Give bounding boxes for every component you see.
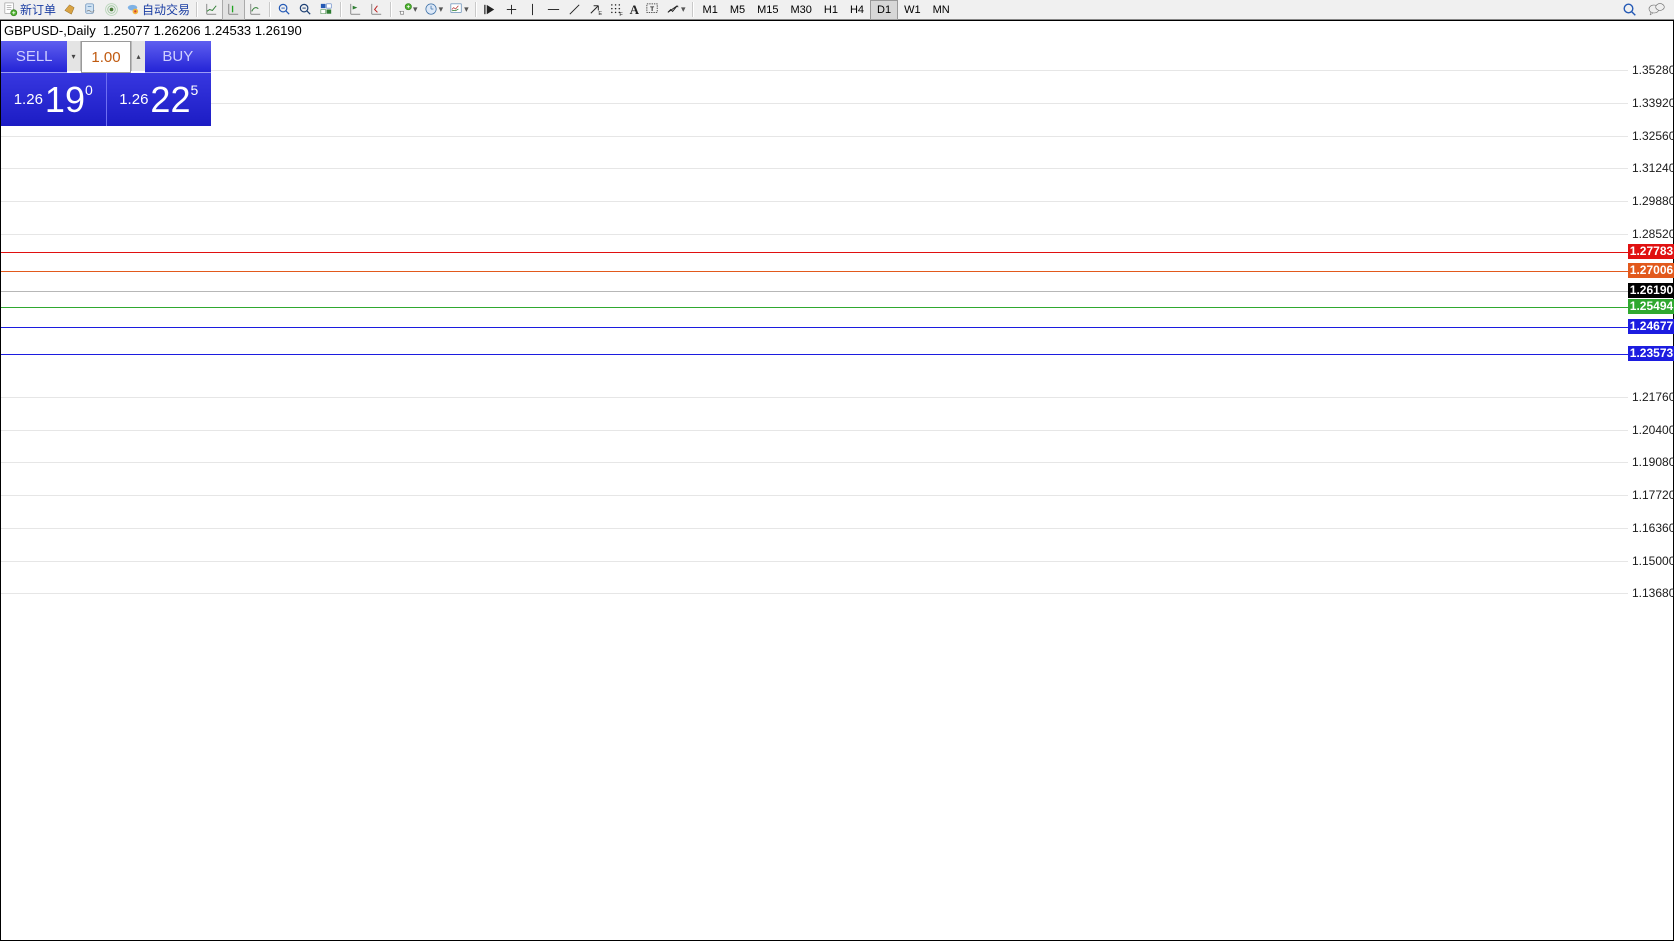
svg-text:F: F	[619, 12, 623, 17]
svg-text:T: T	[650, 6, 654, 13]
svg-text:E: E	[598, 11, 602, 17]
